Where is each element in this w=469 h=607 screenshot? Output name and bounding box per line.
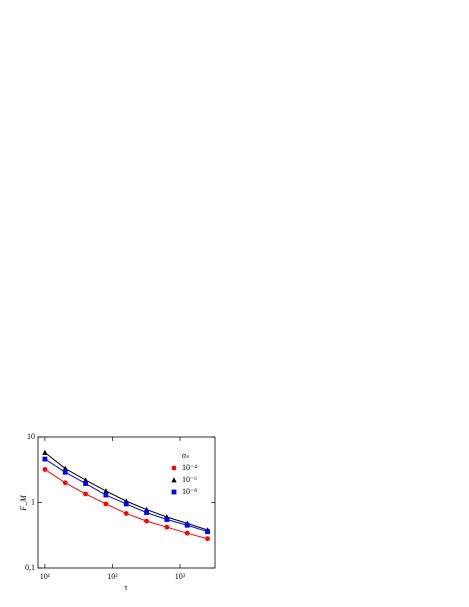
legend-marker xyxy=(171,477,177,483)
x-axis-label: τ xyxy=(124,583,128,592)
x-tick-label: 10¹ xyxy=(40,572,51,581)
y-tick-label: 0,1 xyxy=(25,563,35,572)
data-point xyxy=(42,467,48,472)
data-point xyxy=(62,465,68,471)
data-point xyxy=(83,481,88,486)
legend-label: 10⁻⁶ xyxy=(182,475,197,484)
data-point xyxy=(42,456,48,462)
data-point xyxy=(103,501,109,507)
data-point xyxy=(123,511,129,516)
x-tick-label: 10³ xyxy=(175,572,186,581)
data-point xyxy=(103,488,109,494)
data-point xyxy=(62,480,68,486)
legend-label: 10⁻⁴ xyxy=(182,463,197,472)
y-tick-label: 1 xyxy=(31,497,35,506)
x-tick-label: 10² xyxy=(107,572,118,581)
data-point xyxy=(184,530,190,536)
legend-label: 10⁻⁸ xyxy=(182,487,197,496)
data-point xyxy=(164,524,170,530)
data-point xyxy=(62,469,68,475)
data-point xyxy=(164,517,170,522)
legend-marker xyxy=(171,465,177,471)
data-point xyxy=(205,529,210,534)
data-point xyxy=(103,492,109,498)
data-point xyxy=(184,522,190,528)
y-tick-label: 10 xyxy=(27,432,35,441)
data-point xyxy=(83,491,88,497)
data-point xyxy=(144,518,149,524)
legend-marker xyxy=(171,489,177,495)
data-point xyxy=(123,501,129,507)
data-point xyxy=(205,536,210,542)
y-axis-label: F_M xyxy=(19,494,28,512)
data-point xyxy=(42,449,48,455)
data-point xyxy=(144,510,149,516)
legend-title: σₛ xyxy=(182,451,190,460)
